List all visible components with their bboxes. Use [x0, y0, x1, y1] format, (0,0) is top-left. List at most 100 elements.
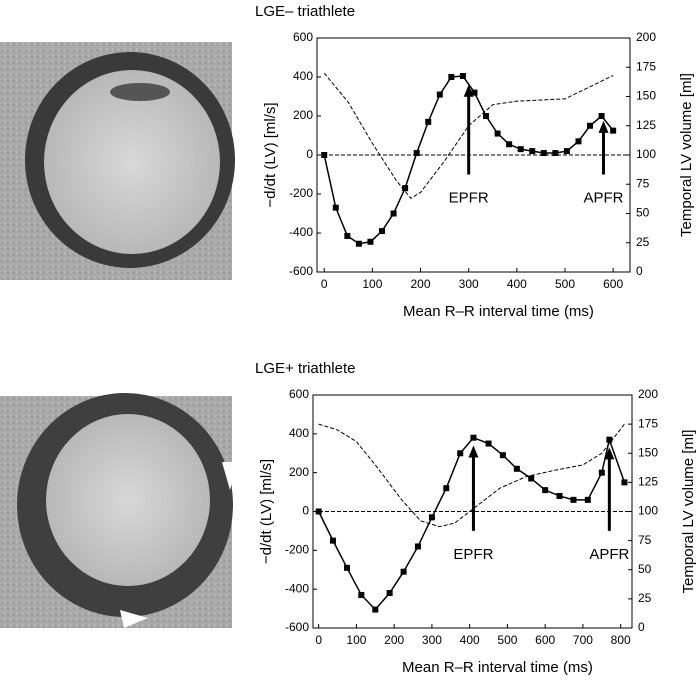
data-point [459, 73, 466, 80]
data-point [358, 591, 365, 598]
y-tick-label: -400 [285, 581, 309, 595]
y-axis-label: −d/dt (LV) [ml/s] [258, 459, 275, 564]
data-point [413, 150, 420, 157]
annotation-label: APFR [584, 189, 624, 206]
data-point [390, 210, 397, 217]
y2-tick-label: 200 [638, 387, 658, 401]
y-axis-label: −d/dt (LV) [ml/s] [262, 102, 279, 207]
y-tick-label: 200 [289, 465, 309, 479]
data-point [598, 113, 605, 119]
data-point [513, 465, 520, 472]
data-point [563, 148, 570, 155]
derivative-line [317, 436, 626, 611]
data-point [315, 508, 322, 515]
y-tick-label: 0 [306, 147, 313, 161]
data-point [529, 148, 536, 155]
x-tick-label: 100 [346, 633, 366, 647]
y-tick-label: 0 [302, 504, 309, 518]
data-point [428, 514, 435, 521]
y2-axis-label: Temporal LV volume [ml] [678, 73, 695, 237]
y-tick-label: -600 [289, 264, 313, 278]
volume-line [318, 423, 625, 528]
data-point [379, 228, 386, 235]
data-point [448, 74, 455, 80]
x-tick-label: 0 [321, 277, 328, 291]
arrow-head [598, 120, 609, 133]
data-point [494, 130, 501, 137]
volume-line [323, 72, 614, 199]
data-point [485, 440, 492, 447]
x-tick-label: 400 [507, 277, 527, 291]
data-point [506, 141, 513, 148]
data-point [344, 232, 351, 239]
x-tick-label: 800 [611, 633, 631, 647]
y2-axis-label: Temporal LV volume [ml] [680, 430, 697, 594]
y-tick-label: -600 [285, 620, 309, 634]
data-point [587, 122, 594, 129]
annotation-label: EPFR [453, 546, 493, 563]
y2-tick-label: 150 [636, 89, 656, 103]
x-tick-label: 700 [573, 633, 593, 647]
data-point [575, 138, 582, 145]
y2-tick-label: 0 [638, 620, 645, 634]
mri-image-bottom [0, 393, 238, 628]
data-point [499, 452, 506, 459]
y2-tick-label: 175 [636, 59, 656, 73]
data-point [584, 496, 591, 503]
data-point [552, 150, 559, 157]
data-point [386, 590, 393, 597]
data-point [471, 89, 478, 96]
y-tick-label: -400 [289, 225, 313, 239]
data-point [372, 606, 379, 613]
data-point [556, 492, 563, 499]
y2-tick-label: 125 [638, 475, 658, 489]
y-tick-label: 400 [293, 69, 313, 83]
arrow-head [463, 84, 474, 97]
y-tick-label: -200 [289, 186, 313, 200]
data-point [414, 543, 421, 550]
annotation-label: EPFR [449, 189, 489, 206]
data-point [332, 204, 339, 211]
x-tick-label: 200 [411, 277, 431, 291]
data-point [436, 91, 443, 98]
x-axis-label: Mean R–R interval time (ms) [402, 659, 593, 676]
data-point [540, 150, 547, 157]
x-tick-label: 200 [384, 633, 404, 647]
data-point [400, 568, 407, 575]
y2-tick-label: 0 [636, 264, 643, 278]
data-point [443, 485, 450, 492]
chart-title: LGE– triathlete [255, 3, 355, 20]
y-tick-label: -200 [285, 543, 309, 557]
data-point [517, 146, 524, 153]
arrow-head [604, 447, 615, 460]
data-point [598, 469, 605, 476]
x-tick-label: 100 [362, 277, 382, 291]
x-tick-label: 600 [603, 277, 623, 291]
y2-tick-label: 125 [636, 118, 656, 132]
data-point [610, 127, 617, 134]
x-tick-label: 0 [315, 633, 322, 647]
data-point [355, 240, 362, 247]
x-axis-label: Mean R–R interval time (ms) [403, 303, 594, 320]
y2-tick-label: 75 [636, 176, 650, 190]
y2-tick-label: 25 [638, 591, 652, 605]
x-tick-label: 500 [555, 277, 575, 291]
chart-title: LGE+ triathlete [255, 360, 355, 377]
data-point [621, 479, 628, 486]
y2-tick-label: 100 [638, 504, 658, 518]
data-point [470, 434, 477, 441]
y2-tick-label: 50 [636, 206, 650, 220]
data-point [528, 475, 535, 482]
mri-image-top [0, 42, 235, 280]
data-point [570, 496, 577, 503]
y2-tick-label: 50 [638, 562, 652, 576]
y2-tick-label: 75 [638, 533, 652, 547]
data-point [483, 113, 490, 119]
y-tick-label: 200 [293, 108, 313, 122]
data-point [321, 152, 328, 158]
data-point [457, 450, 464, 457]
y-tick-label: 600 [293, 30, 313, 44]
x-tick-label: 300 [422, 633, 442, 647]
y-tick-label: 400 [289, 426, 309, 440]
